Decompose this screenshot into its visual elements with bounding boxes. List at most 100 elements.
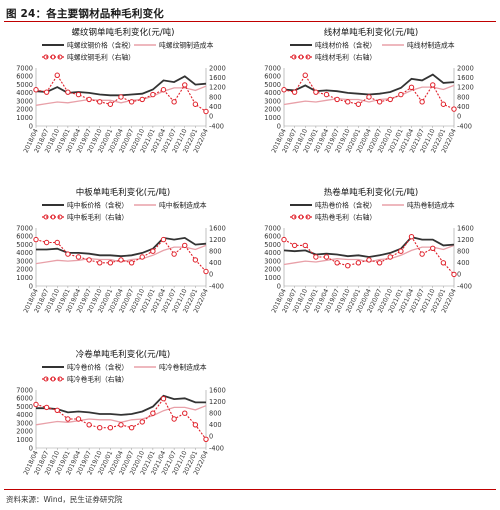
right-tick-label: -400 [457, 282, 472, 290]
right-tick-label: 800 [209, 410, 222, 418]
left-tick-label: 1000 [264, 274, 281, 282]
profit-point [33, 236, 39, 243]
profit-point [97, 425, 103, 431]
left-tick-label: 5000 [264, 81, 281, 89]
left-tick-label: 4000 [264, 249, 281, 257]
left-tick-label: 7000 [264, 224, 281, 232]
profit-point [86, 96, 92, 103]
right-tick-label: 2000 [457, 64, 474, 72]
profit-point [160, 236, 167, 243]
profit-point [398, 248, 404, 254]
right-tick-label: 0 [209, 113, 213, 121]
left-tick-label: 7000 [16, 224, 33, 232]
profit-point [118, 257, 124, 263]
right-tick-label: -400 [457, 122, 472, 130]
bottom-divider [4, 489, 496, 490]
left-tick-label: 3000 [16, 97, 33, 105]
left-tick-label: 0 [29, 282, 33, 290]
title-divider [4, 21, 496, 22]
right-tick-label: 0 [457, 271, 461, 279]
profit-point [171, 99, 177, 105]
legend-label-profit: 吨线材毛利（右轴） [315, 53, 376, 62]
legend-marker-profit [305, 54, 311, 60]
right-tick-label: 0 [457, 113, 461, 121]
profit-point [65, 416, 71, 422]
legend-marker-profit [298, 214, 304, 220]
profit-point [302, 72, 308, 78]
profit-point [419, 99, 425, 105]
legend-marker-profit [43, 54, 49, 60]
left-tick-label: 4000 [16, 411, 33, 419]
profit-point [387, 96, 393, 103]
right-tick-label: 1200 [209, 84, 226, 92]
profit-point [43, 239, 50, 246]
legend-marker-profit [291, 54, 297, 60]
chart-title: 热卷单吨毛利变化(元/吨) [324, 187, 419, 198]
profit-point [366, 94, 372, 100]
profit-point [313, 254, 319, 260]
legend-label-cost: 吨线材制造成本 [407, 41, 455, 50]
left-tick-label: 7000 [264, 64, 281, 72]
legend-label-cost: 吨热卷制造成本 [407, 201, 455, 210]
profit-point [313, 89, 319, 95]
legend-label-profit: 吨螺纹钢毛利（右轴） [67, 53, 135, 62]
profit-point [171, 416, 177, 422]
right-tick-label: 2000 [209, 64, 226, 72]
profit-point [440, 260, 447, 266]
left-tick-label: 2000 [264, 266, 281, 274]
legend-label-cost: 吨中板制造成本 [159, 201, 207, 210]
series-line-price [283, 73, 455, 96]
right-tick-label: 400 [209, 421, 222, 429]
profit-point [182, 242, 188, 249]
left-tick-label: 3000 [264, 97, 281, 105]
profit-point [182, 410, 188, 416]
right-tick-label: 1200 [209, 236, 226, 244]
left-tick-label: 3000 [16, 419, 33, 427]
chart-title: 螺纹钢单吨毛利变化(元/吨) [72, 27, 175, 38]
profit-point [107, 425, 114, 431]
legend-marker-profit [57, 376, 63, 382]
profit-point [54, 239, 60, 246]
series-line-profit [283, 235, 455, 275]
left-tick-label: 3000 [264, 257, 281, 265]
left-tick-label: 2000 [16, 428, 33, 436]
right-tick-label: 1200 [209, 398, 226, 406]
profit-point [43, 404, 50, 411]
legend-label-price: 吨线材价格（含税） [315, 41, 376, 50]
legend-marker-profit [57, 214, 63, 220]
left-tick-label: 6000 [16, 233, 33, 241]
left-tick-label: 5000 [16, 241, 33, 249]
legend-label-price: 吨螺纹钢价格（含税） [67, 41, 135, 50]
legend-label-price: 吨冷卷价格（含税） [67, 363, 128, 372]
left-tick-label: 6000 [264, 233, 281, 241]
left-tick-label: 6000 [16, 395, 33, 403]
right-tick-label: 1600 [209, 224, 226, 232]
left-tick-label: 6000 [264, 73, 281, 81]
series-line-price [36, 394, 206, 416]
legend-marker-profit [305, 214, 311, 220]
profit-point [451, 271, 457, 278]
profit-point [86, 257, 92, 263]
left-tick-label: 1000 [264, 114, 281, 122]
right-tick-label: 800 [209, 248, 222, 256]
profit-point [334, 260, 340, 266]
right-tick-label: 1200 [457, 84, 474, 92]
profit-point [345, 263, 351, 269]
chart-svg-cold-coil: 冷卷单吨毛利变化(元/吨)吨冷卷价格（含税） 吨冷卷制造成本吨冷卷毛利（右轴）01… [16, 349, 226, 476]
series-line-price [36, 236, 207, 258]
left-tick-label: 0 [29, 122, 33, 130]
legend-label-cost: 吨冷卷制造成本 [159, 363, 207, 372]
legend-marker-profit [50, 214, 56, 220]
left-tick-label: 5000 [16, 403, 33, 411]
legend-marker-profit [298, 54, 304, 60]
left-tick-label: 4000 [16, 89, 33, 97]
series-line-price [35, 75, 207, 97]
left-tick-label: 0 [277, 122, 281, 130]
left-tick-label: 1000 [16, 274, 33, 282]
profit-point [203, 436, 209, 443]
legend-label-profit: 吨中板毛利（右轴） [67, 213, 128, 222]
profit-point [150, 91, 156, 98]
right-tick-label: 400 [457, 103, 470, 111]
profit-point [291, 242, 298, 249]
series-line-cost [35, 85, 207, 106]
